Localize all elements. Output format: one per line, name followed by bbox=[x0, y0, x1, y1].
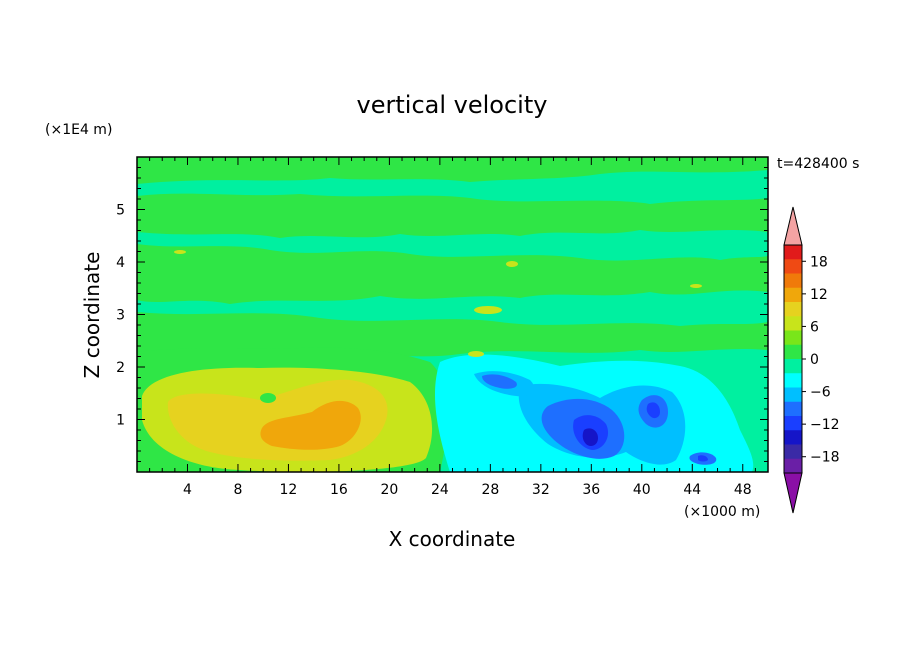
speck-yellow-5 bbox=[690, 284, 702, 288]
speck-yellow-1 bbox=[174, 250, 186, 254]
x-tick-label: 32 bbox=[532, 482, 550, 498]
x-axis-label: X coordinate bbox=[389, 527, 516, 551]
colorbar-band bbox=[784, 287, 802, 303]
x-tick-label: 16 bbox=[330, 482, 348, 498]
x-tick-label: 36 bbox=[582, 482, 600, 498]
colorbar-band bbox=[784, 359, 802, 374]
colorbar-band bbox=[784, 259, 802, 274]
downdraft-darkblue-small bbox=[698, 455, 708, 462]
x-tick-label: 48 bbox=[734, 482, 752, 498]
y-axis-label: Z coordinate bbox=[80, 252, 104, 379]
band-green-upper-3 bbox=[137, 244, 768, 304]
speck-yellow-3 bbox=[474, 306, 502, 314]
downdraft-blue-upper bbox=[482, 374, 517, 389]
x-tick-label: 4 bbox=[183, 482, 192, 498]
chart-title: vertical velocity bbox=[357, 91, 548, 119]
y-tick-label: 5 bbox=[116, 203, 125, 219]
updraft-orange bbox=[260, 400, 361, 450]
x-tick-label: 44 bbox=[683, 482, 701, 498]
colorbar-max-arrow bbox=[783, 206, 803, 246]
band-green-upper-2 bbox=[137, 193, 768, 238]
speck-yellow-4 bbox=[468, 351, 484, 357]
colorbar-band bbox=[784, 302, 802, 317]
colorbar-tick-label: 18 bbox=[810, 254, 828, 270]
colorbar-tick-label: 0 bbox=[810, 352, 819, 368]
colorbar-tick-label: −6 bbox=[810, 385, 831, 401]
colorbar-tick-label: 12 bbox=[810, 287, 828, 303]
time-label: t=428400 s bbox=[777, 156, 859, 172]
colorbar-band bbox=[784, 416, 802, 431]
downdraft-darkblue-core bbox=[582, 428, 598, 446]
speck-yellow-2 bbox=[506, 261, 518, 267]
colorbar-band bbox=[784, 430, 802, 445]
colorbar-band bbox=[784, 458, 802, 474]
y-tick-label: 3 bbox=[116, 308, 125, 324]
x-axis: 4 8 12 16 20 24 28 32 36 40 44 48 bbox=[149, 157, 756, 498]
y-tick-label: 1 bbox=[116, 413, 125, 429]
band-green-upper-4 bbox=[137, 312, 768, 358]
colorbar-band bbox=[784, 316, 802, 331]
x-tick-label: 12 bbox=[280, 482, 298, 498]
field-layer bbox=[137, 157, 768, 472]
colorbar-band bbox=[784, 330, 802, 346]
colorbar: 18 12 6 0 −6 −12 −18 bbox=[783, 206, 840, 514]
x-tick-label: 28 bbox=[481, 482, 499, 498]
x-tick-label: 40 bbox=[633, 482, 651, 498]
colorbar-tick-label: 6 bbox=[810, 319, 819, 335]
x-tick-label: 20 bbox=[380, 482, 398, 498]
colorbar-band bbox=[784, 344, 802, 360]
downdraft-darkblue-side bbox=[646, 402, 660, 419]
colorbar-min-arrow bbox=[783, 472, 803, 514]
x-tick-label: 8 bbox=[233, 482, 242, 498]
colorbar-band bbox=[784, 273, 802, 289]
y-tick-label: 2 bbox=[116, 360, 125, 376]
colorbar-tick-label: −18 bbox=[810, 450, 840, 466]
y-tick-label: 4 bbox=[116, 255, 125, 271]
y-axis: 1 2 3 4 5 bbox=[116, 167, 768, 462]
speck-green-1 bbox=[260, 393, 276, 403]
colorbar-band bbox=[784, 387, 802, 403]
colorbar-band bbox=[784, 245, 802, 260]
colorbar-band bbox=[784, 373, 802, 388]
colorbar-band bbox=[784, 401, 802, 417]
colorbar-band bbox=[784, 444, 802, 460]
colorbar-tick-label: −12 bbox=[810, 417, 840, 433]
x-tick-label: 24 bbox=[431, 482, 449, 498]
band-green-upper-1 bbox=[137, 157, 768, 184]
y-unit-label: (×1E4 m) bbox=[45, 122, 112, 138]
x-unit-label: (×1000 m) bbox=[684, 504, 760, 520]
